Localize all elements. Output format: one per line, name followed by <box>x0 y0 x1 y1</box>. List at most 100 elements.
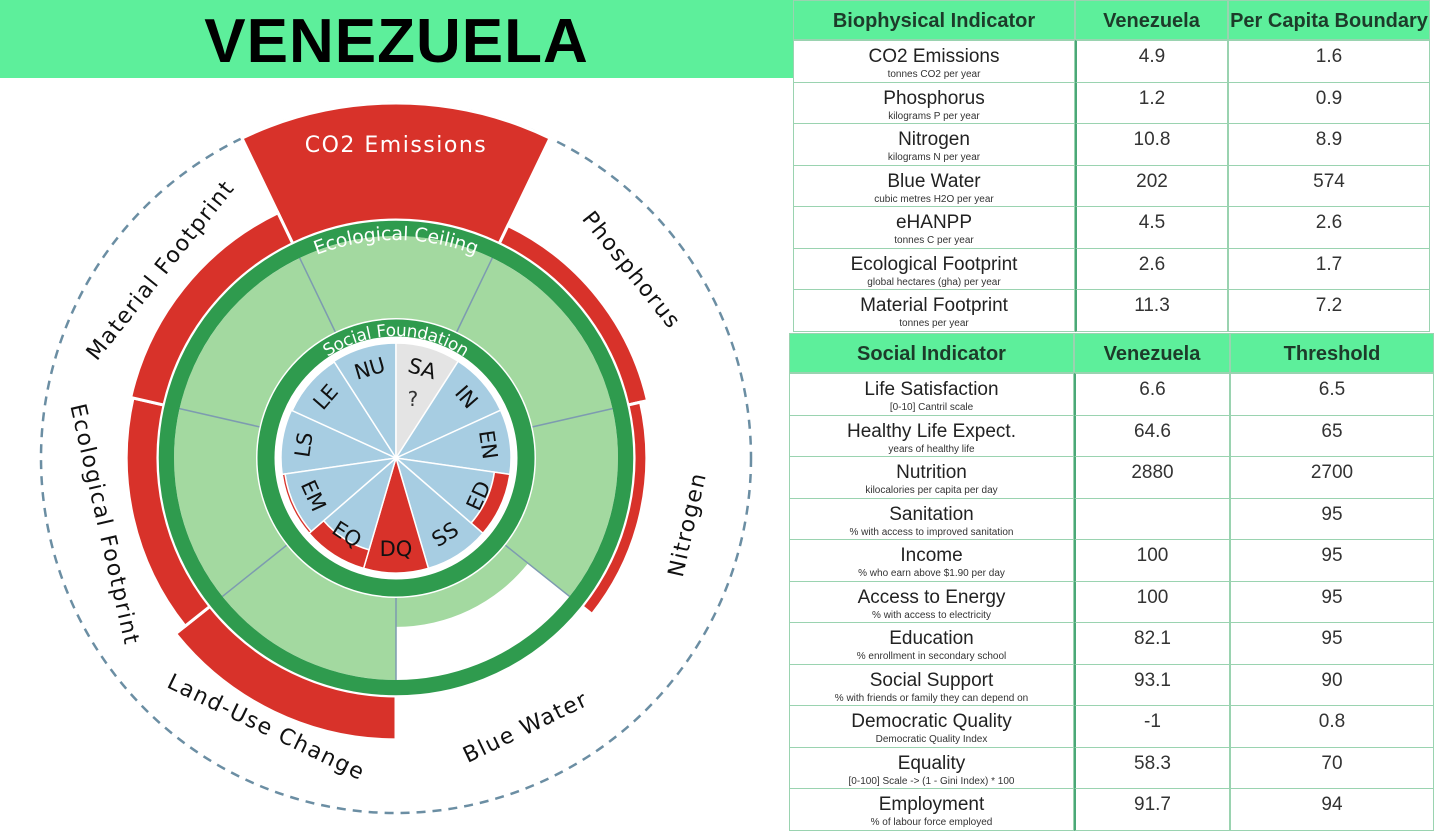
indicator-unit: Democratic Quality Index <box>875 734 988 745</box>
value: 11.3 <box>1134 295 1170 316</box>
biophysical-table: Biophysical Indicator Venezuela Per Capita… <box>793 0 1430 332</box>
ecological-label: CO2 Emissions <box>305 133 488 158</box>
value: 7.2 <box>1315 295 1343 316</box>
indicator-name: Nitrogen <box>898 129 970 150</box>
indicator-name: Material Footprint <box>860 295 1008 316</box>
indicator-cell: Ecological Footprint global hectares (gha… <box>793 247 1075 290</box>
value-cell: 1.2 <box>1075 81 1228 124</box>
value-cell: 4.5 <box>1075 206 1228 249</box>
value-cell: 6.6 <box>1074 373 1230 416</box>
value: 2.6 <box>1138 253 1166 275</box>
indicator-cell: eHANPP tonnes C per year <box>793 206 1075 249</box>
indicator-name: CO2 Emissions <box>868 46 1000 67</box>
social-foundation-ring <box>257 319 535 597</box>
indicator-cell: Employment % of labour force employed <box>789 788 1074 831</box>
ecological-fill <box>179 257 336 427</box>
indicator-unit: tonnes per year <box>899 318 969 329</box>
sector-divider <box>299 257 336 333</box>
value: 1.2 <box>1138 87 1166 109</box>
indicator-name: Education <box>889 628 974 649</box>
social-label: EN <box>474 429 502 461</box>
header-cell: Venezuela <box>1075 0 1228 40</box>
indicator-unit: % enrollment in secondary school <box>856 651 1007 662</box>
ecological-label: Nitrogen <box>664 470 712 580</box>
indicator-name: Social Support <box>869 669 994 691</box>
sector-divider <box>504 544 571 598</box>
title: VENEZUELA <box>204 7 589 76</box>
ecological-label: Blue Water <box>459 687 592 768</box>
value: 202 <box>1136 170 1168 192</box>
value: 4.5 <box>1138 212 1166 233</box>
ecological-fill <box>396 545 529 627</box>
value-cell: 95 <box>1230 622 1434 665</box>
value: 95 <box>1321 545 1343 566</box>
indicator-name: Healthy Life Expect. <box>847 420 1016 442</box>
indicator-unit: % with access to improved sanitation <box>849 526 1014 538</box>
value: 1.7 <box>1315 253 1343 275</box>
indicator-cell: Equality [0-100] Scale -> (1 - Gini Index… <box>789 746 1074 789</box>
value-cell: 2.6 <box>1075 247 1228 290</box>
value-cell: 64.6 <box>1074 414 1230 457</box>
value: 10.8 <box>1133 129 1171 150</box>
indicator-name: Democratic Quality <box>851 711 1012 732</box>
value-cell: 0.9 <box>1228 81 1430 124</box>
value-cell: 82.1 <box>1074 622 1230 665</box>
ecological-fill <box>456 257 613 427</box>
indicator-name: Life Satisfaction <box>864 379 999 400</box>
value: 1.6 <box>1315 46 1343 67</box>
header-cell: Social Indicator <box>789 333 1074 373</box>
value-cell: -1 <box>1074 705 1230 748</box>
ecological-ceiling-ring <box>158 220 634 696</box>
value-cell: 93.1 <box>1074 663 1230 706</box>
value-cell: 100 <box>1074 539 1230 582</box>
value: 6.5 <box>1318 379 1346 400</box>
value: 100 <box>1136 545 1169 566</box>
indicator-cell: Access to Energy% with access to electri… <box>789 580 1074 623</box>
value: 6.6 <box>1139 379 1166 400</box>
value-cell: 91.7 <box>1074 788 1230 831</box>
sector-divider <box>456 257 493 333</box>
value: 8.9 <box>1315 129 1343 150</box>
indicator-unit: global hectares (gha) per year <box>867 276 1001 288</box>
value-cell: 94 <box>1230 788 1434 831</box>
value: 95 <box>1321 586 1343 608</box>
value-cell: 0.8 <box>1230 705 1434 748</box>
value-cell: 95 <box>1230 580 1434 623</box>
indicator-unit: % with friends or family they can depend… <box>834 692 1029 704</box>
indicator-cell: Life Satisfaction [0-10] Cantril scale <box>789 373 1074 416</box>
value: 65 <box>1321 420 1343 442</box>
sector-divider <box>532 407 613 428</box>
indicator-name: Phosphorus <box>883 87 985 109</box>
value: -1 <box>1144 711 1161 732</box>
indicator-name: eHANPP <box>895 212 973 233</box>
indicator-cell: Education % enrollment in secondary schoo… <box>789 622 1074 665</box>
indicator-name: Sanitation <box>889 503 974 525</box>
value: 2.6 <box>1315 212 1343 233</box>
indicator-unit: kilograms P per year <box>888 110 980 122</box>
value-cell: 7.2 <box>1228 289 1430 332</box>
value: 0.8 <box>1318 711 1346 732</box>
value-cell: 95 <box>1230 497 1434 540</box>
value-cell: 65 <box>1230 414 1434 457</box>
value-cell: 58.3 <box>1074 746 1230 789</box>
indicator-cell: Income % who earn above $1.90 per day <box>789 539 1074 582</box>
value-cell: 95 <box>1230 539 1434 582</box>
indicator-unit: [0-10] Cantril scale <box>889 402 974 413</box>
value-cell: 2700 <box>1230 456 1434 499</box>
ecological-ceiling-edge <box>157 219 635 697</box>
value-cell: 8.9 <box>1228 123 1430 166</box>
indicator-unit: kilograms N per year <box>887 152 981 163</box>
header-cell: Per Capita Boundary <box>1228 0 1430 40</box>
value-cell: 202 <box>1075 164 1228 207</box>
social-shortfall <box>281 473 313 535</box>
value-cell: 574 <box>1228 164 1430 207</box>
indicator-unit: years of healthy life <box>888 443 975 455</box>
value: 2700 <box>1310 462 1354 483</box>
social-table: Social Indicator Venezuela Threshold Life S… <box>789 333 1434 831</box>
indicator-unit: kilocalories per capita per day <box>865 485 998 496</box>
value-cell: 1.7 <box>1228 247 1430 290</box>
value: 90 <box>1321 669 1343 691</box>
missing-mark: ? <box>408 387 419 411</box>
ecological-fill <box>173 408 287 597</box>
